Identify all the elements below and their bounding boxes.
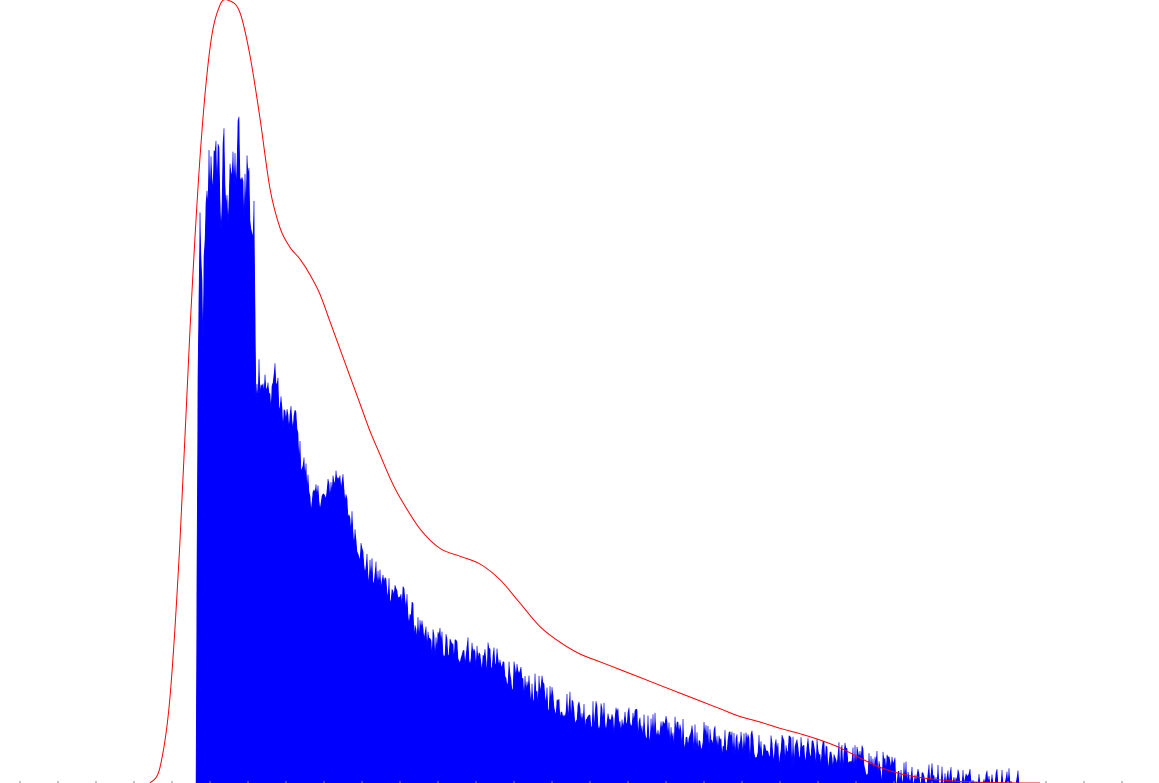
density-series	[149, 0, 1040, 783]
histogram-area	[195, 116, 1020, 783]
histogram-series	[195, 116, 1020, 783]
density-curve	[149, 0, 1040, 783]
